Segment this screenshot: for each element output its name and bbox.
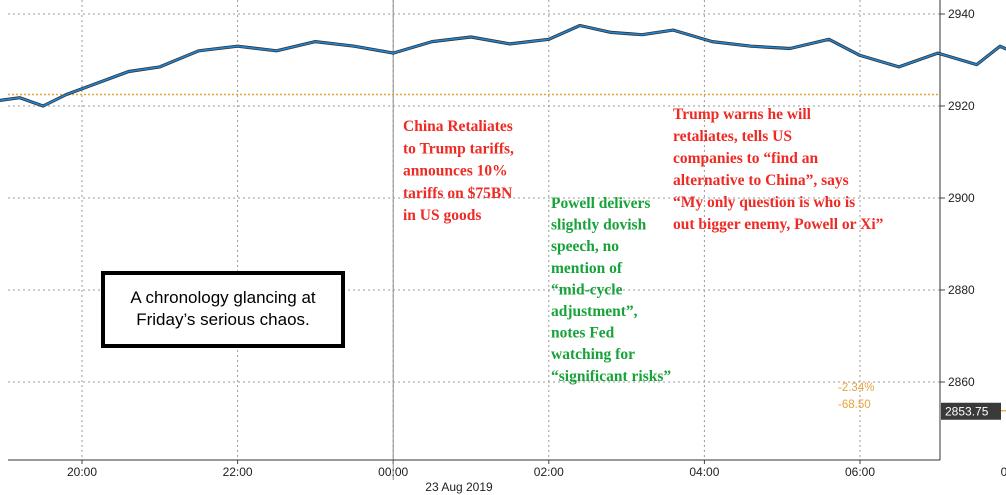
annotation-china-line: in US goods bbox=[403, 207, 481, 224]
x-tick-label: 06:00 bbox=[845, 465, 875, 479]
x-tick-label: 02:00 bbox=[534, 465, 564, 479]
y-tick-label: 2920 bbox=[948, 99, 975, 113]
y-tick-label: 2900 bbox=[948, 191, 975, 205]
y-tick-label: 2860 bbox=[948, 375, 975, 389]
annotation-powell-line: “mid-cycle bbox=[551, 281, 623, 298]
annotation-powell-line: speech, no bbox=[551, 238, 619, 255]
annotation-powell-line: “significant risks” bbox=[551, 368, 671, 385]
annotation-trump-line: retaliates, tells US bbox=[673, 128, 792, 145]
annotation-powell-line: mention of bbox=[551, 260, 623, 277]
annotation-powell-line: adjustment”, bbox=[551, 303, 638, 320]
annotation-trump-line: “My only question is who is bbox=[673, 194, 855, 211]
annotations: China Retaliates to Trump tariffs, announc… bbox=[403, 106, 884, 385]
x-tick-label: 08:00 bbox=[1001, 465, 1006, 479]
change-pct-label: -2.34% bbox=[838, 382, 874, 394]
annotation-china-line: tariffs on $75BN bbox=[403, 185, 512, 202]
last-value-label: 2853.75 bbox=[945, 404, 989, 418]
tick-labels: 2860 2880 2900 2920 2940 20:00 22:00 00:00 02:00… bbox=[67, 7, 1006, 494]
annotation-powell-line: slightly dovish bbox=[551, 217, 647, 234]
last-value-box bbox=[941, 402, 1001, 420]
annotation-china-line: announces 10% bbox=[403, 163, 508, 180]
callout-text: Friday’s serious chaos. bbox=[136, 310, 310, 329]
series-group: 2853.75 -2.34% -68.50 bbox=[0, 23, 1006, 420]
callout-box: A chronology glancing at Friday’s serious… bbox=[101, 271, 345, 348]
callout-frame bbox=[101, 271, 345, 348]
x-tick-label: 04:00 bbox=[689, 465, 719, 479]
annotation-powell-line: Powell delivers bbox=[551, 195, 650, 212]
callout-text: A chronology glancing at bbox=[130, 288, 316, 307]
annotation-china-line: to Trump tariffs, bbox=[403, 140, 514, 157]
annotation-powell-line: watching for bbox=[551, 346, 635, 363]
annotation-trump-line: companies to “find an bbox=[673, 150, 818, 167]
change-pts-label: -68.50 bbox=[838, 399, 871, 411]
annotation-china-line: China Retaliates bbox=[403, 118, 513, 135]
y-tick-label: 2940 bbox=[948, 7, 975, 21]
series-line bbox=[0, 24, 1006, 107]
x-tick-label: 20:00 bbox=[67, 465, 97, 479]
x-tick-label: 22:00 bbox=[223, 465, 253, 479]
axes bbox=[8, 0, 945, 480]
annotation-trump-line: out bigger enemy, Powell or Xi” bbox=[673, 216, 884, 233]
x-tick-label: 00:00 bbox=[378, 465, 408, 479]
date-label: 23 Aug 2019 bbox=[425, 480, 493, 494]
annotation-trump-line: alternative to China”, says bbox=[673, 172, 849, 189]
y-tick-label: 2880 bbox=[948, 283, 975, 297]
annotation-trump-line: Trump warns he will bbox=[673, 106, 812, 123]
annotation-powell-line: notes Fed bbox=[551, 325, 615, 342]
